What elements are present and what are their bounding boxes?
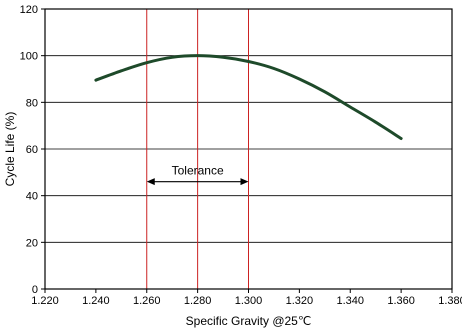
y-tick-label-120: 120 [20, 4, 38, 16]
series-line-0 [94, 54, 403, 140]
y-tick-label-0: 0 [32, 284, 38, 296]
y-tick-label-40: 40 [26, 191, 38, 203]
x-tick-label-0: 1.220 [31, 295, 59, 307]
y-axis-ticks: 0 20 40 60 80 100 120 [20, 4, 45, 296]
x-tick-label-1: 1.240 [82, 295, 110, 307]
x-axis-ticks: 1.220 1.240 1.260 1.280 1.300 1.320 1.340 1.360… [31, 289, 462, 307]
x-tick-label-6: 1.340 [336, 295, 364, 307]
y-axis-title: Cycle Life (%) [3, 112, 17, 187]
x-tick-label-5: 1.320 [286, 295, 314, 307]
y-tick-label-60: 60 [26, 144, 38, 156]
tolerance-arrow-right-head [240, 178, 249, 186]
x-tick-label-4: 1.300 [235, 295, 263, 307]
y-tick-label-20: 20 [26, 237, 38, 249]
x-tick-label-2: 1.260 [133, 295, 161, 307]
tolerance-arrow-left-head [146, 178, 155, 186]
tolerance-label: Tolerance [172, 164, 224, 178]
x-tick-label-3: 1.280 [184, 295, 212, 307]
x-tick-label-7: 1.360 [387, 295, 415, 307]
series-group [94, 54, 403, 140]
y-tick-label-100: 100 [20, 51, 38, 63]
tolerance-annotation: Tolerance [146, 164, 249, 186]
y-tick-label-80: 80 [26, 97, 38, 109]
x-axis-title: Specific Gravity @25℃ [186, 314, 312, 328]
x-tick-label-8: 1.380 [438, 295, 462, 307]
